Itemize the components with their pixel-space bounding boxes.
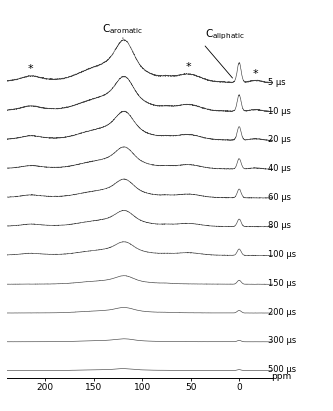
- Text: 500 μs: 500 μs: [268, 365, 296, 374]
- Text: ppm: ppm: [271, 372, 291, 381]
- Text: 80 μs: 80 μs: [268, 222, 291, 231]
- Text: 60 μs: 60 μs: [268, 193, 291, 202]
- Text: C$_{\rm aliphatic}$: C$_{\rm aliphatic}$: [205, 28, 245, 42]
- Text: 5 μs: 5 μs: [268, 78, 286, 87]
- Text: 200 μs: 200 μs: [268, 308, 296, 317]
- Text: *: *: [28, 64, 34, 74]
- Text: 10 μs: 10 μs: [268, 106, 291, 115]
- Text: C$_{\rm aromatic}$: C$_{\rm aromatic}$: [102, 23, 144, 36]
- Text: 150 μs: 150 μs: [268, 279, 296, 288]
- Text: 300 μs: 300 μs: [268, 337, 296, 345]
- Text: *: *: [253, 69, 258, 79]
- Text: 40 μs: 40 μs: [268, 164, 291, 173]
- Text: *: *: [186, 62, 191, 72]
- Text: 100 μs: 100 μs: [268, 250, 296, 259]
- Text: 20 μs: 20 μs: [268, 135, 291, 144]
